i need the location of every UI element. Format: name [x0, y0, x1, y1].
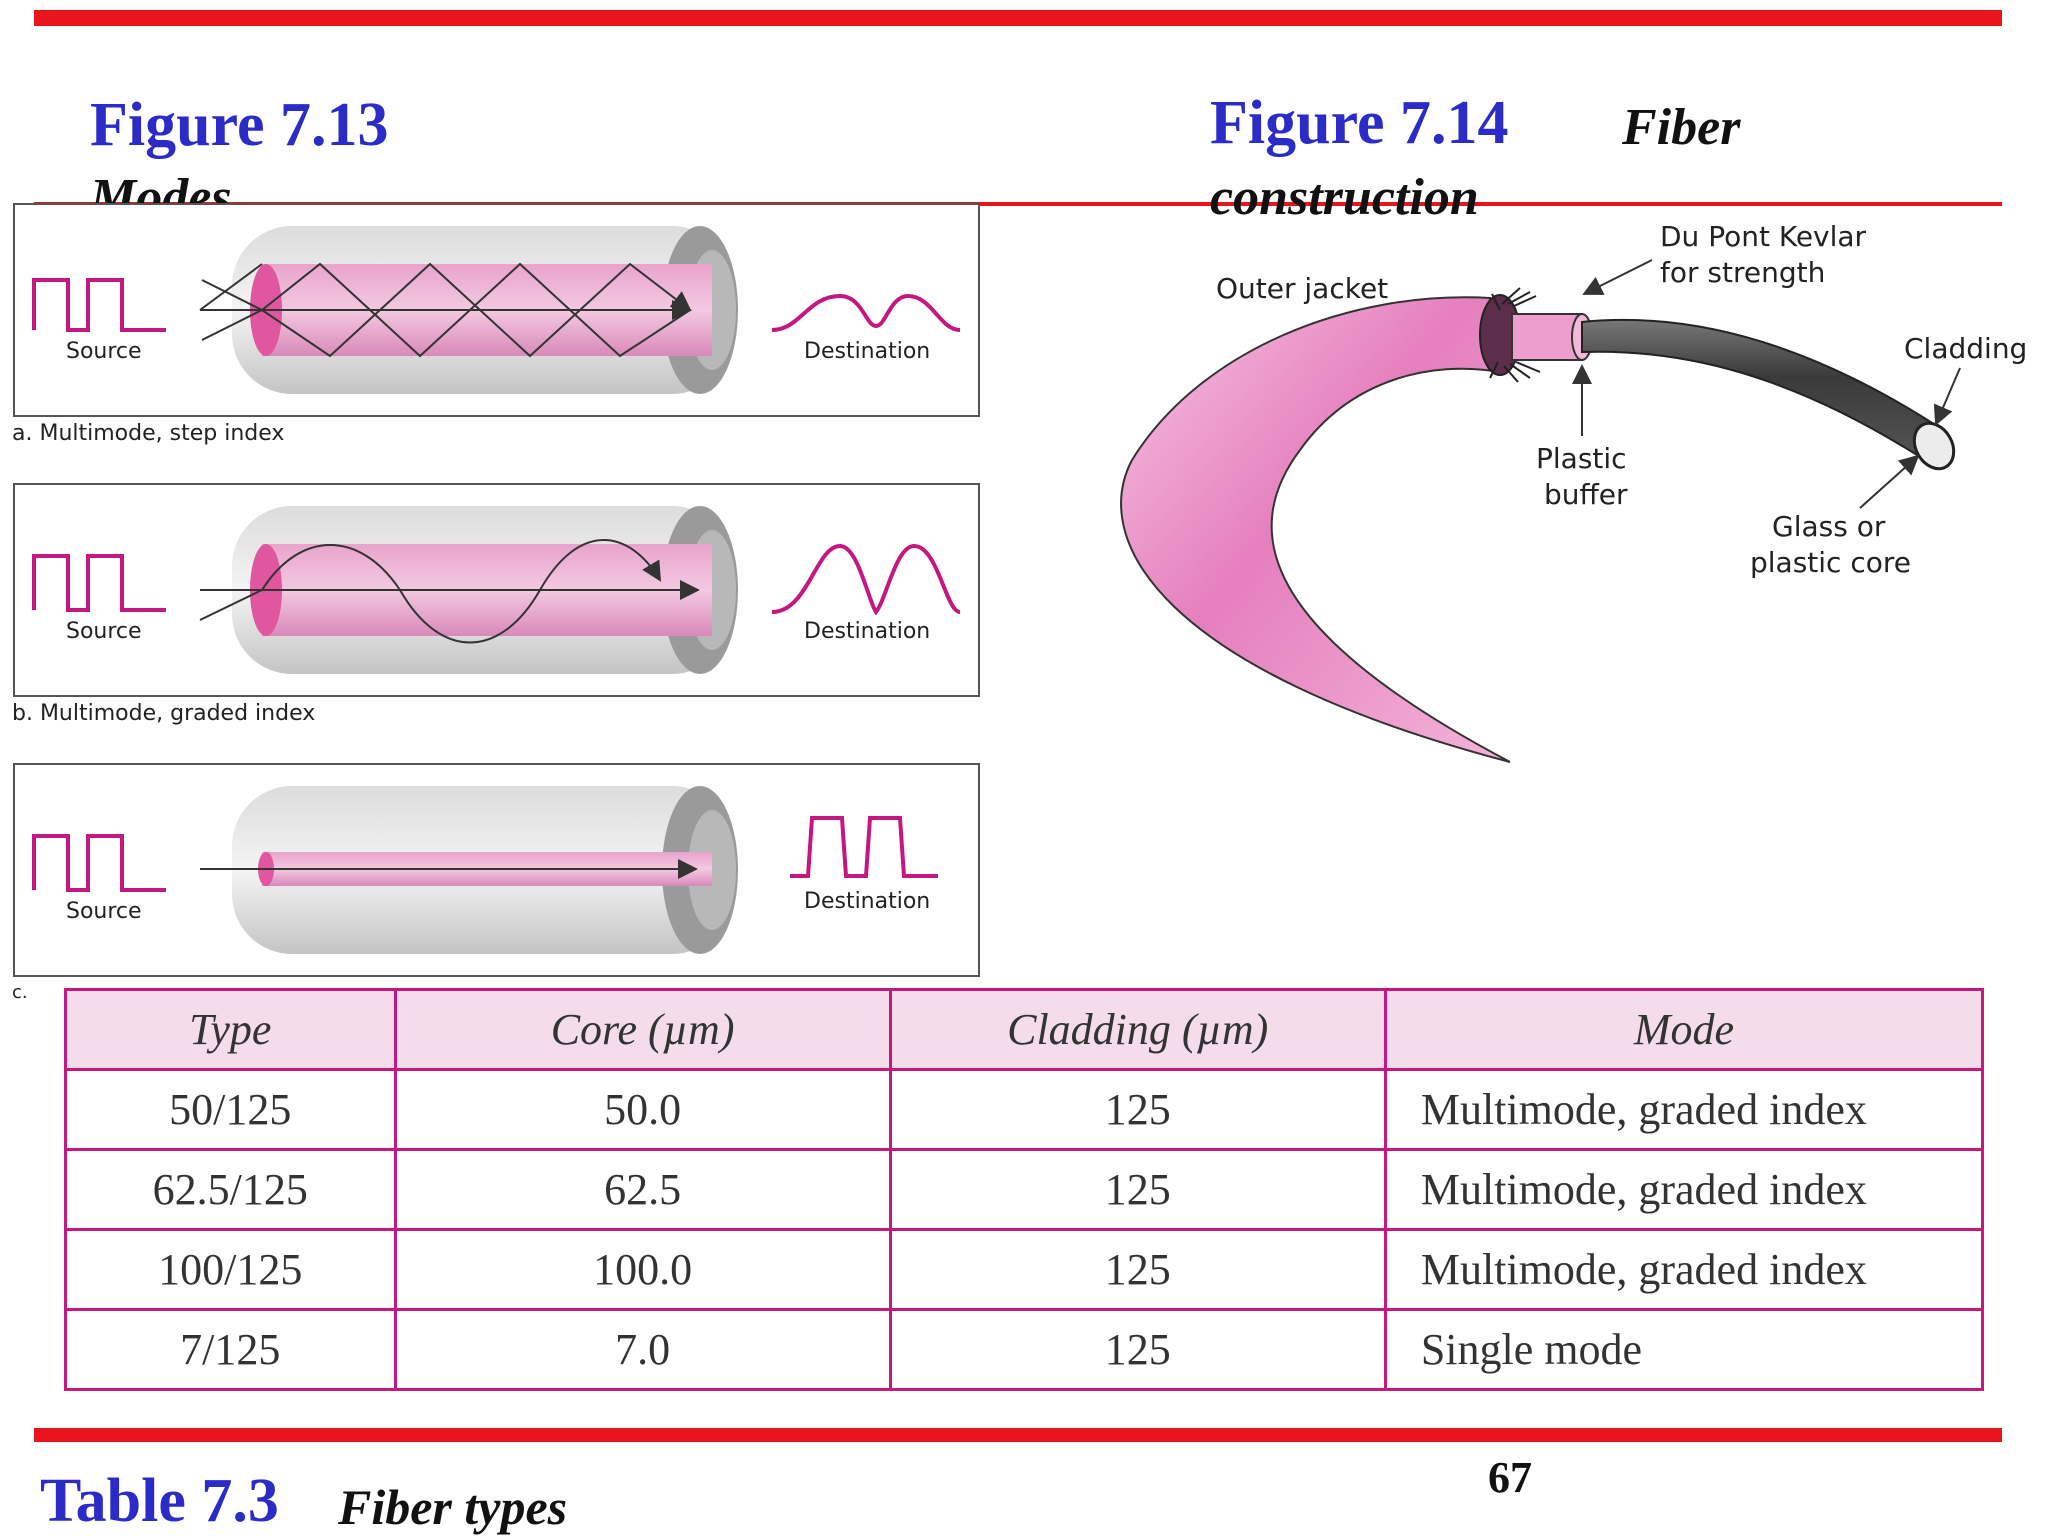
light-rays-b: [199, 539, 700, 644]
destination-label-b: Destination: [804, 619, 930, 644]
figure-7-14-caption-line2: construction: [1210, 169, 1479, 226]
source-label-a: Source: [66, 339, 142, 364]
cell-mode: Multimode, graded index: [1383, 1228, 1985, 1311]
panel-b-caption: b. Multimode, graded index: [12, 701, 315, 726]
cell-core: 50.0: [393, 1068, 892, 1151]
light-rays-a: [199, 262, 692, 358]
header-core: Core (µm): [393, 988, 892, 1071]
source-label-c: Source: [66, 899, 142, 924]
kevlar-fibers: [1489, 287, 1541, 383]
top-red-rule: [34, 10, 2002, 26]
panel-a-caption: a. Multimode, step index: [12, 421, 284, 446]
panel-b-graded-index: Source Destination: [13, 483, 980, 697]
cell-type: 7/125: [64, 1308, 397, 1391]
label-buffer-line2: buffer: [1544, 478, 1628, 511]
modes-diagram: Source Destination a. Multimode, step in…: [12, 203, 980, 1003]
cell-type: 100/125: [64, 1228, 397, 1311]
destination-pulse-b: [771, 543, 961, 616]
destination-label-a: Destination: [804, 339, 930, 364]
figure-7-14-number: Figure 7.14: [1210, 89, 1509, 157]
panel-c-single-mode: Source Destination: [13, 763, 980, 977]
cell-core: 100.0: [393, 1228, 892, 1311]
label-outer-jacket: Outer jacket: [1216, 272, 1388, 305]
bottom-red-rule: [34, 1428, 2002, 1442]
panel-c-caption: c.: [12, 982, 28, 1003]
fiber-construction-diagram: Outer jacket Du Pont Kevlar for strength…: [1120, 220, 2027, 763]
mid-red-rule: [34, 202, 2002, 206]
source-pulse-c: [32, 834, 166, 892]
source-pulse-b: [32, 554, 166, 612]
table-header-row: Type Core (µm) Cladding (µm) Mode: [64, 988, 1985, 1071]
destination-pulse-c: [790, 816, 938, 878]
cell-core: 62.5: [393, 1148, 892, 1231]
source-pulse-a: [32, 278, 166, 332]
figure-7-13-number: Figure 7.13: [90, 91, 389, 159]
cell-cladding: 125: [888, 1068, 1387, 1151]
label-buffer-line1: Plastic: [1536, 442, 1627, 475]
cell-mode: Multimode, graded index: [1383, 1068, 1985, 1151]
cell-type: 62.5/125: [64, 1148, 397, 1231]
table-row: 62.5/125 62.5 125 Multimode, graded inde…: [64, 1148, 1985, 1231]
header-type: Type: [64, 988, 397, 1071]
label-cladding: Cladding: [1904, 332, 2027, 365]
label-kevlar-line1: Du Pont Kevlar: [1660, 220, 1867, 253]
table-row: 100/125 100.0 125 Multimode, graded inde…: [64, 1228, 1985, 1311]
destination-label-c: Destination: [804, 889, 930, 914]
cell-type: 50/125: [64, 1068, 397, 1151]
label-kevlar-line2: for strength: [1660, 256, 1825, 289]
label-core-line2: plastic core: [1750, 546, 1911, 579]
cell-cladding: 125: [888, 1228, 1387, 1311]
outer-jacket-shape: [1120, 296, 1511, 763]
figure-7-14-caption-line1: Fiber: [1622, 99, 1741, 156]
header-mode: Mode: [1383, 988, 1985, 1071]
cell-cladding: 125: [888, 1148, 1387, 1231]
cladding-shape: [1581, 318, 1942, 464]
source-label-b: Source: [66, 619, 142, 644]
table-7-3-number: Table 7.3: [40, 1467, 279, 1535]
header-cladding: Cladding (µm): [888, 988, 1387, 1071]
label-core-line1: Glass or: [1772, 510, 1886, 543]
table-7-3-caption: Fiber types: [338, 1479, 568, 1535]
table-row: 50/125 50.0 125 Multimode, graded index: [64, 1068, 1985, 1151]
cell-cladding: 125: [888, 1308, 1387, 1391]
cell-mode: Multimode, graded index: [1383, 1148, 1985, 1231]
panel-a-step-index: Source Destination: [13, 203, 980, 417]
page-number: 67: [1488, 1453, 1532, 1502]
table-row: 7/125 7.0 125 Single mode: [64, 1308, 1985, 1391]
destination-pulse-a: [771, 293, 961, 332]
fiber-types-table: Type Core (µm) Cladding (µm) Mode 50/125…: [64, 988, 1985, 1391]
cell-core: 7.0: [393, 1308, 892, 1391]
cell-mode: Single mode: [1383, 1308, 1985, 1391]
